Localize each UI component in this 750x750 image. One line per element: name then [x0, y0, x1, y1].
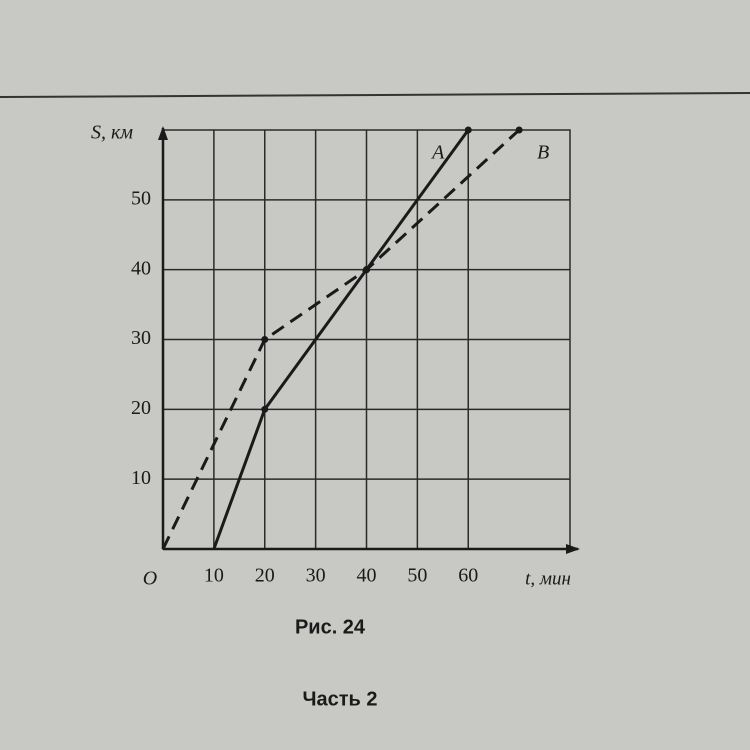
page-rule	[0, 92, 750, 98]
y-axis-arrow	[158, 126, 168, 140]
series-line	[161, 128, 521, 550]
point	[261, 405, 269, 413]
y-tick-label: 40	[131, 257, 151, 279]
section-title: Часть 2	[302, 688, 377, 710]
point	[464, 126, 472, 134]
x-axis-arrow	[566, 544, 580, 554]
y-tick-label: 10	[131, 467, 151, 489]
y-axis-label: S, км	[91, 122, 133, 144]
y-tick-label: 20	[131, 397, 151, 419]
x-tick-label: 60	[458, 565, 478, 587]
series-label: A	[430, 142, 445, 164]
point	[515, 126, 523, 134]
x-tick-label: 20	[255, 565, 275, 587]
x-axis-label: t, мин	[525, 568, 571, 589]
point	[261, 336, 269, 343]
series-label: B	[537, 142, 549, 164]
origin-label: O	[143, 568, 157, 590]
series-line	[212, 129, 470, 550]
point	[363, 266, 370, 274]
x-tick-label: 10	[204, 565, 224, 587]
x-tick-label: 30	[306, 565, 326, 587]
x-tick-label: 40	[357, 565, 377, 587]
caption: Рис. 24	[295, 616, 366, 638]
y-tick-label: 50	[131, 187, 151, 209]
x-tick-label: 50	[407, 565, 427, 587]
y-tick-label: 30	[131, 327, 151, 349]
